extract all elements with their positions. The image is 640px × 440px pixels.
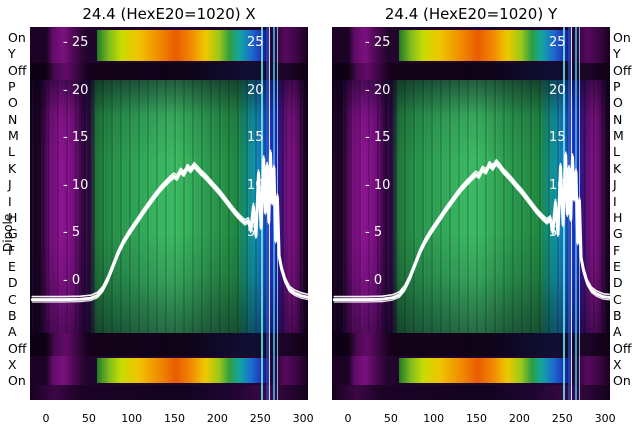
row-label-b-17: B: [613, 307, 622, 323]
band-top-off: [30, 63, 308, 80]
row-label-l-7: L: [613, 144, 620, 160]
row-label-k-8: K: [613, 160, 622, 176]
x-tick-label-300: 300: [594, 412, 616, 425]
profile-curve-svg: [332, 151, 610, 303]
x-tick-label-200: 200: [206, 412, 228, 425]
row-label-i-10: I: [613, 193, 617, 209]
row-label-d-15: D: [8, 275, 18, 291]
row-label-h-11: H: [613, 209, 623, 225]
row-label-m-6: M: [613, 128, 624, 144]
row-label-on-0: On: [613, 30, 631, 45]
heatmap-panel-y: - 25- 20- 15- 10- 5- 0 25 20 15 10 5 0 50 100 1…: [332, 27, 616, 425]
row-label-h-11: H: [8, 209, 18, 225]
row-label-c-16: C: [8, 291, 17, 307]
x-tick-label-150: 150: [164, 412, 186, 425]
white-profile-line: [31, 155, 308, 303]
white-profile-line: [333, 156, 610, 303]
heatmap-panel-x: - 25- 20- 15- 10- 5- 0 25 20 15 10 5 0 50 100 1…: [30, 27, 314, 425]
x-tick-label-150: 150: [466, 412, 488, 425]
row-label-g-12: G: [8, 226, 18, 242]
band-bottom-off: [30, 333, 308, 356]
row-label-off-2: Off: [613, 62, 632, 78]
row-label-on-21: On: [8, 373, 26, 389]
band-top-off: [332, 63, 610, 80]
rainbow-band-bottom: [398, 358, 572, 383]
x-tick-label-200: 200: [508, 412, 530, 425]
row-label-p-3: P: [613, 79, 621, 95]
heatmap-x: - 25- 20- 15- 10- 5- 0 25 20 15 10 5: [30, 27, 308, 400]
row-label-e-14: E: [613, 258, 621, 274]
row-label-on-21: On: [613, 373, 631, 389]
x-tick-label-50: 50: [81, 412, 96, 425]
row-label-j-9: J: [8, 177, 12, 193]
row-label-y-1: Y: [613, 46, 621, 62]
x-tick-label-250: 250: [249, 412, 271, 425]
x-tick-label-0: 0: [42, 412, 50, 425]
row-label-n-5: N: [613, 111, 623, 127]
row-label-off-19: Off: [613, 340, 632, 356]
row-label-d-15: D: [613, 275, 623, 291]
profile-curve-svg: [30, 149, 308, 303]
row-label-i-10: I: [8, 193, 12, 209]
row-label-y-1: Y: [8, 46, 16, 62]
row-label-f-13: F: [8, 242, 16, 258]
row-label-x-20: X: [613, 357, 622, 372]
rainbow-band-top: [96, 30, 270, 61]
row-labels-right: On Y Off P O N M L K J I H G F E D C B A Off X On: [613, 0, 640, 440]
row-label-o-4: O: [8, 95, 18, 111]
x-tick-label-100: 100: [423, 412, 445, 425]
row-label-p-3: P: [8, 79, 16, 95]
rainbow-band-top: [398, 30, 572, 61]
row-label-k-8: K: [8, 160, 17, 176]
white-profile-line: [333, 151, 610, 298]
row-label-a-18: A: [613, 324, 622, 340]
x-axis-ticks: 0 50 100 150 200 250 300: [332, 400, 616, 425]
x-tick-label-100: 100: [121, 412, 143, 425]
row-label-l-7: L: [8, 144, 15, 160]
band-bottom-on: [332, 385, 610, 400]
row-label-on-0: On: [8, 30, 26, 45]
white-profile-line: [31, 149, 308, 298]
panel-title-x: 24.4 (HexE20=1020) X: [82, 5, 256, 23]
row-label-g-12: G: [613, 226, 623, 242]
row-label-x-20: X: [8, 357, 17, 372]
row-label-b-17: B: [8, 307, 17, 323]
panel-title-y: 24.4 (HexE20=1020) Y: [384, 5, 558, 23]
x-axis-ticks: 0 50 100 150 200 250 300: [30, 400, 314, 425]
row-label-off-2: Off: [8, 62, 27, 78]
row-label-n-5: N: [8, 111, 18, 127]
row-label-j-9: J: [613, 177, 617, 193]
heatmap-y: - 25- 20- 15- 10- 5- 0 25 20 15 10 5: [332, 27, 610, 400]
band-bottom-off: [332, 333, 610, 356]
row-label-off-19: Off: [8, 340, 27, 356]
row-label-o-4: O: [613, 95, 623, 111]
row-label-m-6: M: [8, 128, 19, 144]
x-tick-label-250: 250: [551, 412, 573, 425]
x-tick-label-0: 0: [344, 412, 352, 425]
row-label-a-18: A: [8, 324, 17, 340]
row-label-e-14: E: [8, 258, 16, 274]
rainbow-band-bottom: [96, 358, 270, 383]
band-bottom-on: [30, 385, 308, 400]
row-label-c-16: C: [613, 291, 622, 307]
x-tick-label-300: 300: [292, 412, 314, 425]
row-labels-left: On Y Off P O N M L K J I H G F E D C B A Off X On: [8, 0, 35, 440]
row-label-f-13: F: [613, 242, 621, 258]
x-tick-label-50: 50: [383, 412, 398, 425]
